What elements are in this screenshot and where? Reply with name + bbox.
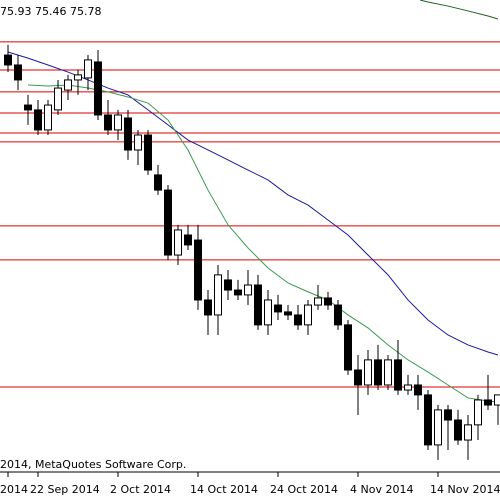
candle-body [364,359,372,386]
candle-body [264,299,272,326]
x-tick-label: 14 Oct 2014 [190,483,258,496]
candle-body [154,174,162,191]
candle-body [464,424,472,441]
candle-body [44,104,52,131]
candle-body [14,64,22,81]
candle-body [314,297,322,306]
candle-body [424,394,432,446]
candle-body [324,297,332,306]
candle-body [354,369,362,386]
candle-body [134,134,142,151]
copyright: 2014, MetaQuotes Software Corp. [0,458,186,471]
candle-body [234,289,242,296]
candle-body [64,79,72,91]
candle-body [34,109,42,131]
candle-body [184,234,192,246]
x-tick-label: 22 Sep 2014 [30,483,100,496]
candle-body [404,384,412,391]
candle-body [224,279,232,291]
candle-body [474,399,482,426]
candle-body [494,394,500,406]
candle-body [174,229,182,256]
candle-body [204,299,212,316]
x-tick-label: 24 Oct 2014 [270,483,338,496]
candle-body [484,399,492,406]
x-tick-label: 2014 [0,483,28,496]
candle-body [274,304,282,313]
candle-body [344,324,352,371]
candle-body [104,114,112,131]
candle-body [94,61,102,116]
candle-body [4,54,12,66]
x-tick-label: 4 Nov 2014 [350,483,413,496]
candle-body [414,384,422,396]
x-tick-label: 14 Nov 2014 [430,483,500,496]
candle-body [244,284,252,296]
ohlc-header: 75.93 75.46 75.78 [0,5,101,18]
candle-body [434,409,442,446]
candle-body [284,311,292,316]
moving-average [27,84,499,403]
candle-body [54,87,62,111]
x-tick-label: 2 Oct 2014 [110,483,171,496]
candle-body [304,304,312,326]
candle-body [214,274,222,316]
candle-body [294,314,302,326]
candle-body [164,189,172,256]
moving-average [7,51,499,356]
candle-body [444,409,452,421]
candle-body [114,114,122,131]
candle-body [254,284,262,326]
candle-body [194,239,202,301]
candle-body [144,134,152,171]
candle-body [454,419,462,441]
candle-body [74,74,82,81]
candle-body [84,59,92,79]
candle-body [124,117,132,151]
moving-average [419,0,499,20]
candle-body [374,359,382,386]
candle-body [384,359,392,386]
candle-body [394,359,402,391]
candle-body [24,104,32,111]
candle-body [334,304,342,326]
